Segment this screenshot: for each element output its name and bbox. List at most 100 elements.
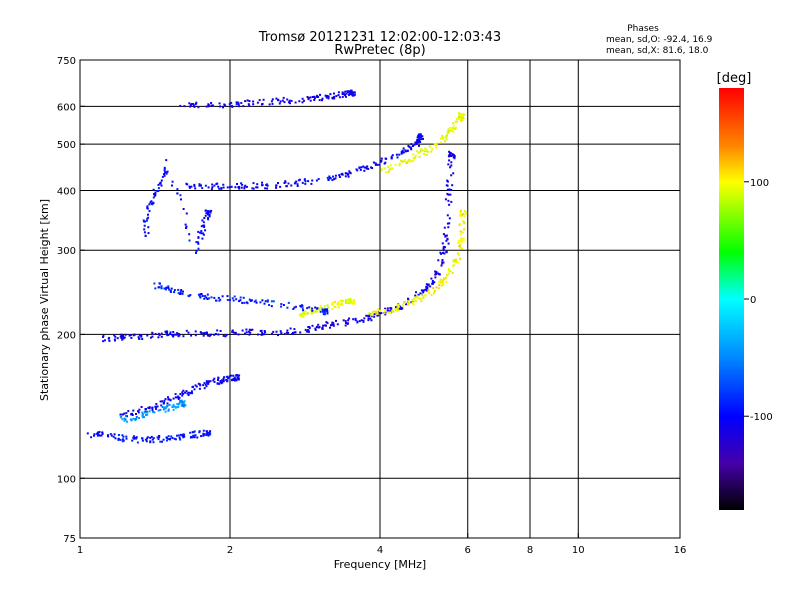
data-point — [167, 408, 170, 411]
data-point — [172, 335, 175, 338]
data-point — [447, 199, 450, 202]
data-point — [260, 103, 263, 106]
data-point — [183, 400, 186, 403]
data-point — [113, 433, 116, 436]
data-point — [326, 322, 329, 325]
data-point — [430, 150, 433, 153]
data-point — [147, 213, 149, 216]
data-point — [449, 193, 452, 196]
data-point — [207, 382, 210, 385]
data-point — [396, 156, 399, 159]
data-point — [142, 219, 145, 222]
data-point — [336, 323, 339, 326]
data-point — [160, 179, 163, 182]
data-point — [406, 149, 409, 152]
y-tick-label: 500 — [57, 140, 76, 151]
data-point — [147, 226, 150, 229]
data-point — [160, 184, 163, 187]
data-point — [434, 276, 437, 279]
data-point — [237, 333, 240, 336]
data-point — [213, 296, 216, 299]
data-point — [372, 161, 375, 164]
data-point — [445, 281, 448, 283]
data-point — [407, 144, 410, 147]
data-point — [190, 390, 193, 393]
data-point — [161, 406, 164, 408]
data-point — [155, 403, 158, 405]
data-point — [398, 153, 401, 156]
data-point — [184, 391, 186, 394]
data-point — [325, 96, 328, 99]
data-point — [199, 331, 202, 334]
data-point — [405, 303, 407, 306]
data-point — [415, 291, 417, 294]
data-point — [300, 312, 303, 315]
data-point — [116, 337, 119, 340]
data-point — [413, 143, 416, 146]
data-point — [185, 225, 188, 228]
data-point — [237, 378, 240, 381]
data-point — [97, 431, 99, 434]
data-point — [394, 308, 397, 310]
data-point — [459, 223, 462, 226]
data-point — [426, 284, 429, 287]
data-point — [454, 128, 456, 130]
data-point — [225, 334, 228, 337]
data-point — [327, 97, 330, 100]
data-point — [238, 105, 241, 108]
data-point — [187, 391, 190, 394]
data-point — [175, 333, 178, 336]
data-point — [169, 399, 172, 402]
x-tick-label: 16 — [674, 545, 687, 556]
data-point — [236, 376, 239, 379]
data-point — [396, 309, 399, 312]
data-point — [222, 186, 225, 189]
data-point — [219, 105, 221, 108]
data-point — [154, 191, 157, 194]
data-point — [432, 287, 435, 289]
data-point — [146, 413, 149, 416]
data-point — [321, 308, 324, 311]
data-point — [313, 97, 316, 100]
data-point — [211, 183, 214, 186]
data-point — [201, 295, 204, 297]
data-point — [132, 409, 135, 412]
data-point — [248, 104, 251, 107]
data-point — [235, 101, 238, 104]
data-point — [463, 210, 466, 212]
data-point — [171, 184, 173, 187]
data-point — [203, 387, 206, 390]
data-point — [344, 175, 347, 178]
data-point — [365, 167, 368, 170]
data-point — [437, 272, 440, 275]
data-point — [324, 309, 327, 312]
data-point — [412, 160, 415, 162]
data-point — [207, 434, 210, 437]
data-point — [231, 297, 234, 300]
data-point — [328, 175, 331, 178]
stats-line-x: mean, sd,X: 81.6, 18.0 — [606, 46, 709, 56]
data-point — [356, 169, 359, 172]
data-point — [112, 435, 115, 438]
data-point — [402, 147, 405, 150]
data-point — [152, 188, 155, 191]
data-point — [322, 307, 325, 310]
chart-subtitle: RwPretec (8p) — [334, 43, 425, 58]
data-point — [345, 322, 347, 324]
data-point — [360, 166, 363, 169]
data-point — [199, 231, 202, 234]
data-point — [324, 308, 327, 311]
data-point — [156, 190, 159, 192]
data-point — [152, 437, 155, 440]
data-point — [302, 312, 304, 315]
data-point — [333, 97, 336, 100]
data-point — [230, 374, 233, 377]
data-point — [392, 310, 395, 313]
data-point — [241, 301, 244, 304]
data-point — [102, 336, 104, 338]
data-point — [301, 315, 304, 318]
data-point — [153, 194, 156, 197]
data-point — [117, 434, 120, 436]
data-point — [445, 135, 448, 138]
data-point — [216, 329, 219, 332]
